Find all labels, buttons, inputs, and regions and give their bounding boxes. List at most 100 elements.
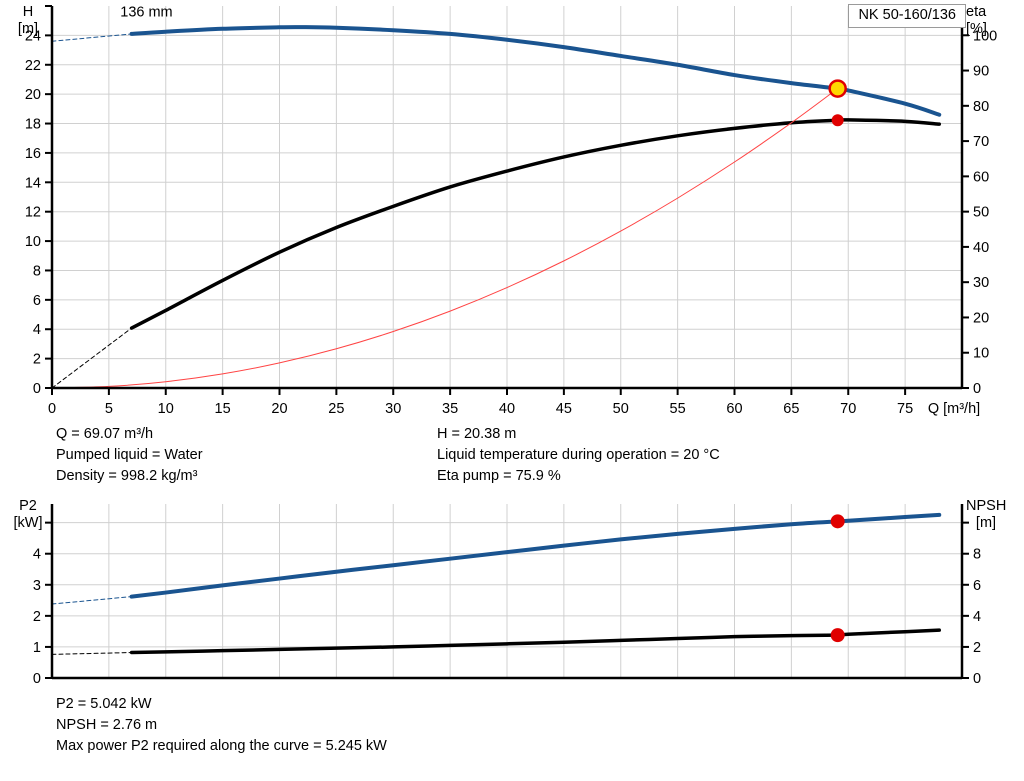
power-npsh-chart-svg: 0 1 2 3 4 0 2 4 6 8 xyxy=(33,504,981,687)
tick-label-left: 14 xyxy=(25,175,41,191)
tick-label-bottom: 20 xyxy=(271,401,287,417)
gridlines xyxy=(52,6,963,388)
curve-system-curve xyxy=(51,88,839,389)
duty-point-npsh[interactable] xyxy=(830,628,845,643)
tick-label-left: 18 xyxy=(25,117,41,133)
duty-info-density: Density = 998.2 kg/m³ xyxy=(56,468,198,484)
model-label: NK 50-160/136 xyxy=(858,7,956,23)
tick-label-right: 30 xyxy=(973,275,989,291)
top-left-axis-title-symbol: H xyxy=(22,4,34,20)
tick-label-right: 10 xyxy=(973,346,989,362)
head-efficiency-chart-svg: 0246810121416182022240102030405060708090… xyxy=(25,4,997,417)
power-npsh-chart: 0 1 2 3 4 0 2 4 6 8 P2 [kW] NPSH [m] xyxy=(0,496,1024,692)
duty-info-temperature: Liquid temperature during operation = 20… xyxy=(437,447,720,463)
bottom-right-axis-title-unit: [m] xyxy=(975,515,997,531)
curve-efficiency-curve-extrapolation xyxy=(51,327,133,389)
curve-efficiency-curve xyxy=(129,118,941,330)
duty-point-power[interactable] xyxy=(830,514,845,529)
tick-label-left: 3 xyxy=(33,578,41,594)
tick-label-bottom: 15 xyxy=(215,401,231,417)
markers-group xyxy=(828,79,847,127)
tick-label-bottom: 30 xyxy=(385,401,401,417)
curve-npsh-extrapolation xyxy=(51,652,133,655)
tick-label-bottom: 5 xyxy=(105,401,113,417)
tick-label-bottom: 40 xyxy=(499,401,515,417)
tick-label-bottom: 25 xyxy=(328,401,344,417)
top-left-axis-title: H [m] xyxy=(8,4,48,38)
power-info-column: P2 = 5.042 kW NPSH = 2.76 m Max power P2… xyxy=(56,694,387,757)
tick-label-right: 4 xyxy=(973,609,981,625)
tick-label-right: 0 xyxy=(973,381,981,397)
tick-label-right: 20 xyxy=(973,310,989,326)
tick-label-left: 22 xyxy=(25,58,41,74)
duty-point-head[interactable] xyxy=(828,79,847,98)
tick-label-bottom: 35 xyxy=(442,401,458,417)
bottom-left-axis-title-symbol: P2 xyxy=(19,498,37,514)
markers-group xyxy=(830,514,845,643)
tick-label-right: 60 xyxy=(973,169,989,185)
tick-label-right: 70 xyxy=(973,134,989,150)
tick-label-left: 6 xyxy=(33,293,41,309)
tick-label-left: 10 xyxy=(25,234,41,250)
tick-label-left: 4 xyxy=(33,322,41,338)
axis-lines xyxy=(50,504,964,680)
power-info-max-power: Max power P2 required along the curve = … xyxy=(56,738,387,754)
duty-info-left-column: Q = 69.07 m³/h Pumped liquid = Water Den… xyxy=(56,424,203,487)
bottom-left-axis-title: P2 [kW] xyxy=(2,498,54,532)
top-right-axis-title-unit: [%] xyxy=(966,21,987,37)
tick-label-left: 8 xyxy=(33,263,41,279)
tick-label-bottom: 45 xyxy=(556,401,572,417)
top-right-axis-title: eta [%] xyxy=(966,4,1020,38)
duty-info-liquid: Pumped liquid = Water xyxy=(56,447,203,463)
duty-point-efficiency[interactable] xyxy=(831,114,844,127)
tick-label-bottom: 60 xyxy=(726,401,742,417)
power-info: P2 = 5.042 kW NPSH = 2.76 m Max power P2… xyxy=(0,694,1024,774)
ticks-group: 0246810121416182022240102030405060708090… xyxy=(25,5,997,417)
tick-label-left: 0 xyxy=(33,671,41,687)
tick-label-bottom: 65 xyxy=(783,401,799,417)
tick-label-right: 100 xyxy=(973,28,997,44)
tick-label-left: 20 xyxy=(25,87,41,103)
bottom-left-axis-title-unit: [kW] xyxy=(13,515,43,531)
tick-label-right: 50 xyxy=(973,205,989,221)
tick-label-bottom: 0 xyxy=(48,401,56,417)
tick-label-left: 24 xyxy=(25,28,41,44)
power-info-npsh: NPSH = 2.76 m xyxy=(56,717,158,733)
bottom-right-axis-title: NPSH [m] xyxy=(966,498,1024,532)
tick-label-bottom: 55 xyxy=(670,401,686,417)
tick-label-bottom: 50 xyxy=(613,401,629,417)
curve-head-curve-136-mm xyxy=(129,25,942,117)
tick-label-left: 2 xyxy=(33,609,41,625)
power-info-p2: P2 = 5.042 kW xyxy=(56,696,152,712)
ticks-group: 0 1 2 3 4 0 2 4 6 8 xyxy=(33,521,981,687)
series-group xyxy=(51,25,942,389)
tick-label-left: 16 xyxy=(25,146,41,162)
tick-label-right: 6 xyxy=(973,578,981,594)
tick-label-bottom: 75 xyxy=(897,401,913,417)
tick-label-right: 80 xyxy=(973,99,989,115)
tick-label-left: 1 xyxy=(33,640,41,656)
tick-label-right: 90 xyxy=(973,64,989,80)
top-right-axis-title-symbol: eta xyxy=(966,4,987,20)
duty-info-eta: Eta pump = 75.9 % xyxy=(437,468,561,484)
top-left-axis-title-unit: [m] xyxy=(17,21,39,37)
tick-label-left: 4 xyxy=(33,547,41,563)
tick-label-left: 2 xyxy=(33,352,41,368)
tick-label-right: 8 xyxy=(973,547,981,563)
bottom-right-axis-title-symbol: NPSH xyxy=(966,498,1007,514)
curve-p2-extrapolation xyxy=(51,596,133,605)
model-label-box: NK 50-160/136 xyxy=(848,4,966,28)
x-axis-title: Q [m³/h] xyxy=(928,401,980,417)
tick-label-bottom: 10 xyxy=(158,401,174,417)
tick-label-left: 12 xyxy=(25,205,41,221)
head-efficiency-chart: 0 2 4 6 8 10 12 14 16 18 20 22 24 0 10 20 30 40 50 60 70 80 90… xyxy=(8,4,1020,417)
tick-label-left: 0 xyxy=(33,381,41,397)
duty-point-info: Q = 69.07 m³/h Pumped liquid = Water Den… xyxy=(0,424,1024,496)
curve-npsh-curve xyxy=(129,628,941,655)
tick-label-right: 0 xyxy=(973,671,981,687)
impeller-label: 136 mm xyxy=(120,4,172,20)
tick-label-right: 40 xyxy=(973,240,989,256)
tick-label-right: 2 xyxy=(973,640,981,656)
duty-info-flow: Q = 69.07 m³/h xyxy=(56,426,154,442)
